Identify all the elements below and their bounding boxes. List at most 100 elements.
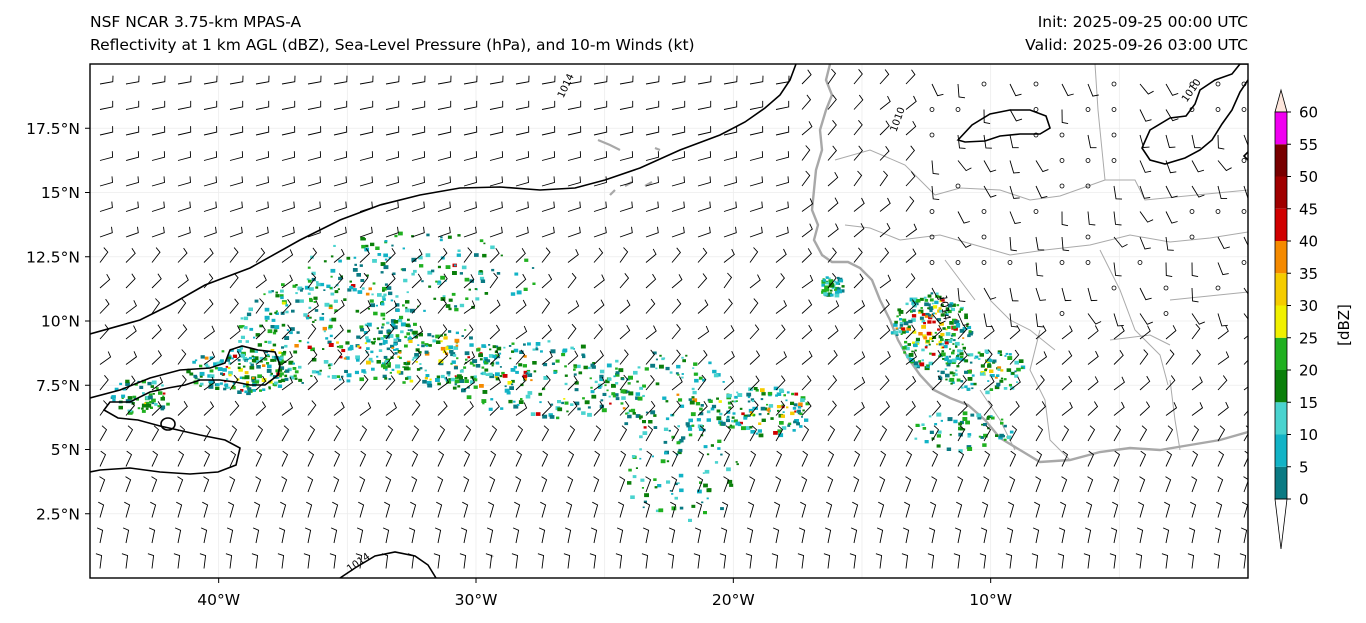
wind-barb xyxy=(125,300,137,314)
colorbar-tick-label: 25 xyxy=(1299,329,1318,347)
wind-barb xyxy=(99,247,109,263)
wind-barb xyxy=(255,450,263,467)
reflectivity-cell xyxy=(238,368,243,372)
wind-barb xyxy=(1009,476,1016,493)
reflectivity-cell xyxy=(658,508,664,513)
reflectivity-cell xyxy=(391,244,394,247)
reflectivity-cell xyxy=(760,388,765,392)
reflectivity-cell xyxy=(532,282,536,285)
reflectivity-cell xyxy=(921,319,926,323)
reflectivity-cell xyxy=(578,371,583,375)
wind-barb xyxy=(697,151,712,161)
wind-barb xyxy=(619,75,634,85)
wind-barb xyxy=(411,201,425,212)
reflectivity-cell xyxy=(400,330,404,334)
reflectivity-cell xyxy=(983,433,988,438)
reflectivity-cell xyxy=(465,358,468,361)
wind-barb xyxy=(879,299,890,314)
wind-barb xyxy=(463,151,478,161)
reflectivity-cell xyxy=(739,407,743,410)
wind-barb xyxy=(1191,450,1199,467)
wind-barb xyxy=(593,376,606,391)
wind-barb xyxy=(1009,83,1022,97)
reflectivity-cell xyxy=(837,276,840,279)
reflectivity-cell xyxy=(938,295,942,299)
reflectivity-cell xyxy=(328,367,331,370)
reflectivity-cell xyxy=(368,357,373,361)
reflectivity-cell xyxy=(300,289,303,292)
wind-barb xyxy=(382,527,390,544)
wind-barb xyxy=(1035,160,1049,173)
wind-barb xyxy=(957,476,964,493)
reflectivity-cell xyxy=(244,371,249,375)
reflectivity-cell xyxy=(525,372,529,375)
reflectivity-cell xyxy=(245,360,248,363)
wind-barb xyxy=(385,126,400,136)
reflectivity-cell xyxy=(691,504,696,508)
wind-barb xyxy=(281,226,295,238)
calm-wind-marker xyxy=(1085,260,1091,265)
wind-barb xyxy=(385,402,397,416)
reflectivity-cell xyxy=(238,363,241,365)
wind-barb xyxy=(255,425,264,442)
reflectivity-cell xyxy=(414,353,419,357)
wind-barb xyxy=(905,401,916,416)
reflectivity-cell xyxy=(940,338,944,342)
wind-barb xyxy=(774,501,781,518)
reflectivity-cell xyxy=(557,407,563,412)
wind-barb xyxy=(957,134,966,149)
wind-barb xyxy=(489,401,500,416)
calm-wind-marker xyxy=(955,260,961,265)
wind-barb xyxy=(853,376,866,391)
reflectivity-cell xyxy=(828,279,834,283)
reflectivity-cell xyxy=(894,320,898,324)
reflectivity-cell xyxy=(162,392,166,395)
wind-barb xyxy=(1243,287,1248,295)
wind-barb xyxy=(385,226,399,238)
wind-barb xyxy=(953,553,961,569)
reflectivity-cell xyxy=(139,385,144,389)
reflectivity-cell xyxy=(990,374,995,378)
reflectivity-cell xyxy=(227,354,231,357)
wind-barb xyxy=(411,298,422,314)
reflectivity-cell xyxy=(716,409,721,413)
reflectivity-cell xyxy=(427,333,432,337)
wind-barb xyxy=(229,374,239,391)
wind-barb xyxy=(99,201,113,212)
reflectivity-cell xyxy=(444,377,447,380)
wind-barb xyxy=(177,247,188,263)
wind-barb xyxy=(1165,83,1179,96)
wind-barb xyxy=(307,100,322,110)
wind-barb xyxy=(696,501,703,518)
isobar-1014-south xyxy=(339,551,437,578)
reflectivity-cell xyxy=(681,356,684,359)
reflectivity-cell xyxy=(280,289,284,293)
reflectivity-cell xyxy=(731,416,735,419)
reflectivity-cell xyxy=(535,346,538,349)
wind-barb xyxy=(358,501,365,518)
wind-barb xyxy=(99,100,114,110)
wind-barb xyxy=(905,69,916,85)
reflectivity-cell xyxy=(928,361,934,366)
wind-barb xyxy=(749,476,756,493)
reflectivity-cell xyxy=(371,360,374,363)
wind-barb xyxy=(489,450,497,467)
reflectivity-cell xyxy=(997,366,1002,370)
calm-wind-marker xyxy=(929,132,935,138)
reflectivity-cell xyxy=(285,304,289,307)
colorbar-segment xyxy=(1275,402,1287,435)
reflectivity-cell xyxy=(800,396,806,401)
reflectivity-cell xyxy=(729,424,732,427)
reflectivity-cell xyxy=(932,312,935,315)
reflectivity-cell xyxy=(940,313,945,317)
wind-barb xyxy=(983,476,990,493)
wind-barb xyxy=(697,299,709,314)
reflectivity-cell xyxy=(148,395,153,400)
graticule xyxy=(90,64,1248,578)
calm-wind-marker xyxy=(981,234,987,240)
wind-barb xyxy=(541,425,550,442)
reflectivity-cell xyxy=(440,236,443,239)
reflectivity-cell xyxy=(464,379,469,383)
reflectivity-cell xyxy=(736,391,739,394)
wind-barb xyxy=(775,400,786,416)
